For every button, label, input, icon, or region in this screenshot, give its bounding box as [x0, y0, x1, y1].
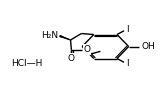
Text: I: I	[126, 25, 129, 34]
Text: O: O	[83, 45, 90, 54]
Text: HCl—H: HCl—H	[11, 59, 42, 68]
Text: O: O	[67, 54, 74, 63]
Polygon shape	[60, 35, 71, 40]
Text: I: I	[126, 59, 129, 68]
Text: H₂N: H₂N	[41, 31, 58, 40]
Text: OH: OH	[141, 42, 155, 51]
